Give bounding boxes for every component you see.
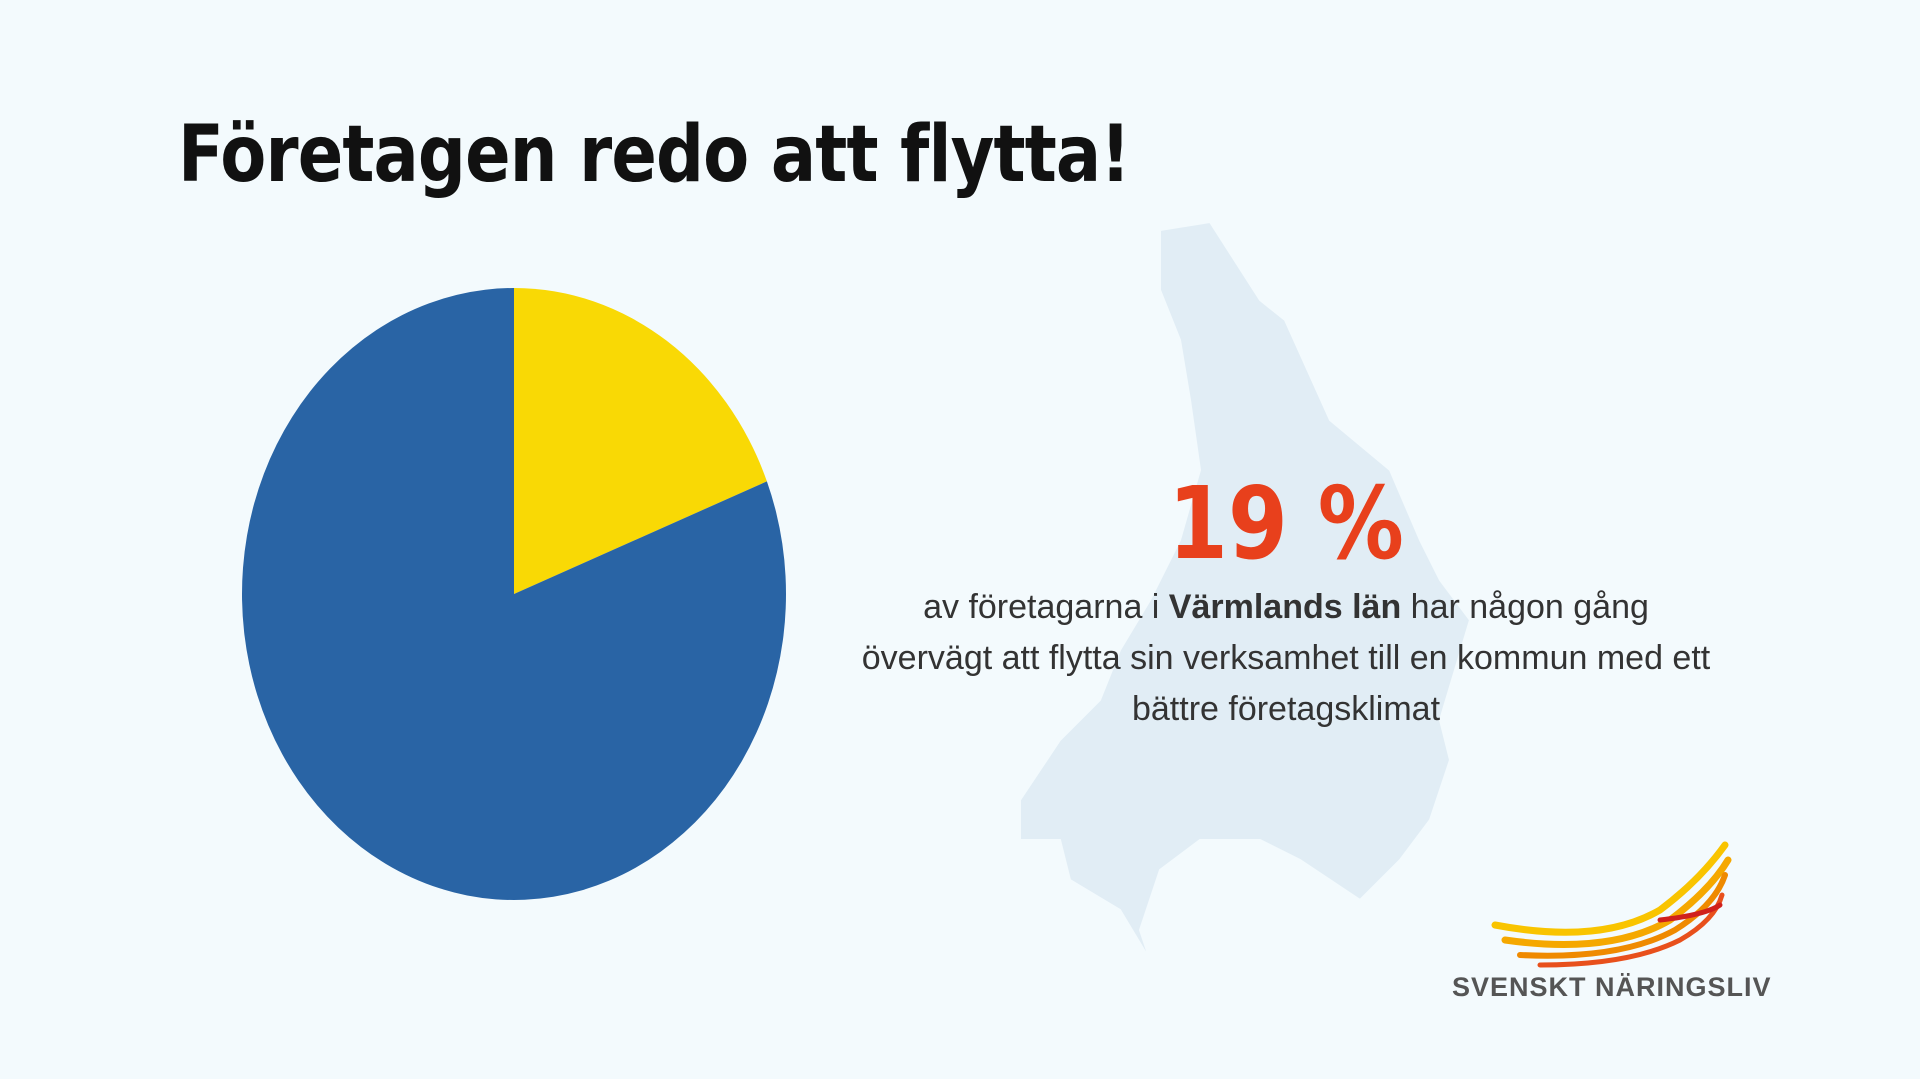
desc-bold: Värmlands län: [1168, 588, 1402, 626]
desc-text: av företagarna i: [923, 588, 1169, 626]
pie-slice: [242, 288, 787, 900]
map-shape: [1019, 220, 1472, 961]
desc-text: har någon gång övervägt att flytta sin v…: [861, 588, 1711, 728]
stat: 19 %: [1168, 465, 1404, 582]
pie-slice: [514, 288, 767, 594]
logo-mark: [1491, 841, 1732, 968]
description: av företagarna i Värmlands län har någon…: [856, 582, 1716, 735]
title: Företagen redo att flytta!: [178, 110, 1131, 200]
logo-text: SVENSKT NÄRINGSLIV: [1452, 972, 1772, 1002]
